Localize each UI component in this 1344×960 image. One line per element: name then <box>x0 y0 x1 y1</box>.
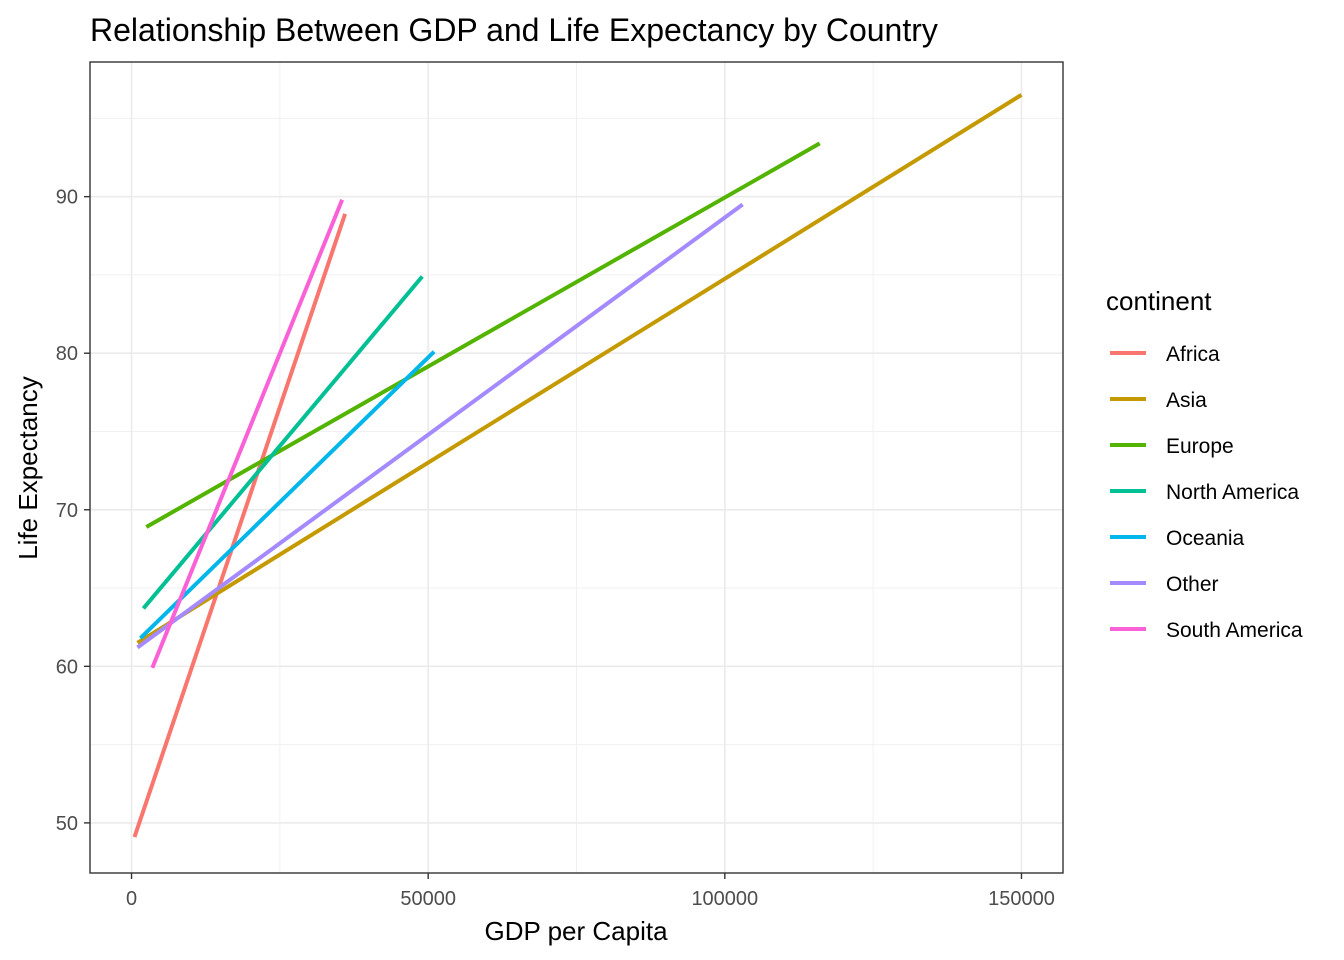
legend-label: Other <box>1166 573 1219 596</box>
y-tick-label: 60 <box>56 656 78 678</box>
x-tick-label: 100000 <box>691 888 758 910</box>
x-tick-label: 50000 <box>400 888 456 910</box>
x-axis-title: GDP per Capita <box>484 916 668 946</box>
legend-label: North America <box>1166 481 1299 504</box>
y-axis: 50 60 70 80 90 <box>56 187 90 835</box>
legend-label: Asia <box>1166 389 1207 412</box>
series-line-africa <box>132 213 348 838</box>
y-axis-title: Life Expectancy <box>13 376 43 560</box>
series-line-asia <box>136 93 1023 645</box>
legend-title: continent <box>1106 286 1212 316</box>
y-tick-label: 70 <box>56 500 78 522</box>
legend-label: South America <box>1166 619 1303 642</box>
y-tick-label: 80 <box>56 343 78 365</box>
series-line-oceania <box>139 350 436 640</box>
y-tick-label: 50 <box>56 813 78 835</box>
series-line-south-america <box>150 199 345 669</box>
series-line-other <box>136 202 744 650</box>
legend: continent Africa Asia Europe North America O… <box>1106 286 1303 642</box>
legend-label: Europe <box>1166 435 1234 458</box>
y-tick-label: 90 <box>56 187 78 209</box>
x-tick-label: 150000 <box>988 888 1055 910</box>
x-tick-label: 0 <box>126 888 137 910</box>
plot-panel <box>89 61 1064 874</box>
panel-border <box>89 61 1064 874</box>
series-line-europe <box>145 141 821 529</box>
legend-label: Africa <box>1166 343 1220 366</box>
x-axis: 0 50000 100000 150000 <box>126 873 1055 910</box>
chart-title: Relationship Between GDP and Life Expect… <box>90 12 938 48</box>
legend-label: Oceania <box>1166 527 1245 550</box>
series-line-north-america <box>141 275 424 610</box>
